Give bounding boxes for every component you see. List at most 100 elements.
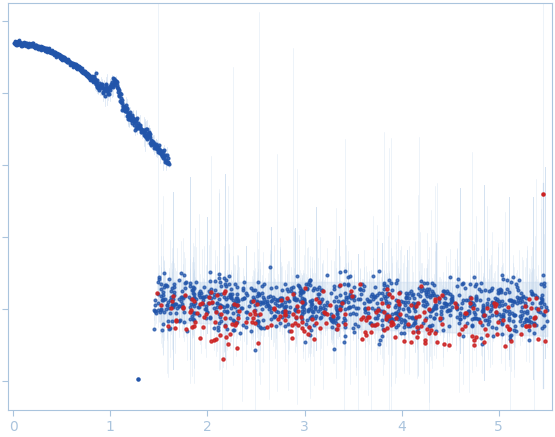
Point xyxy=(521,315,530,322)
Point xyxy=(506,297,514,304)
Point xyxy=(467,316,476,323)
Point xyxy=(430,305,439,312)
Point xyxy=(56,53,65,60)
Point xyxy=(165,310,174,317)
Point xyxy=(497,302,506,309)
Point xyxy=(344,281,353,288)
Point xyxy=(89,74,98,81)
Point xyxy=(160,159,169,166)
Point xyxy=(462,312,471,319)
Point xyxy=(46,48,55,55)
Point xyxy=(305,298,314,305)
Point xyxy=(415,292,424,299)
Point xyxy=(359,287,368,294)
Point xyxy=(290,289,299,296)
Point xyxy=(59,56,68,63)
Point xyxy=(186,307,195,314)
Point xyxy=(135,122,144,129)
Point xyxy=(380,285,388,292)
Point xyxy=(245,310,254,317)
Point xyxy=(108,75,117,82)
Point xyxy=(408,328,417,335)
Point xyxy=(48,47,57,54)
Point xyxy=(72,62,81,69)
Point xyxy=(92,76,101,83)
Point xyxy=(315,290,324,297)
Point xyxy=(362,313,371,320)
Point xyxy=(254,311,263,318)
Point xyxy=(161,281,170,288)
Point xyxy=(69,60,78,67)
Point xyxy=(414,312,423,319)
Point xyxy=(358,336,367,343)
Point xyxy=(532,294,541,301)
Point xyxy=(111,77,120,84)
Point xyxy=(380,309,389,316)
Point xyxy=(383,312,392,319)
Point xyxy=(516,313,524,320)
Point xyxy=(11,40,19,47)
Point xyxy=(67,60,75,67)
Point xyxy=(53,51,62,58)
Point xyxy=(221,315,230,322)
Point xyxy=(39,45,48,52)
Point xyxy=(418,319,427,326)
Point xyxy=(151,142,160,149)
Point xyxy=(49,49,58,56)
Point xyxy=(266,264,275,271)
Point xyxy=(17,40,26,47)
Point xyxy=(480,339,488,346)
Point xyxy=(232,302,241,309)
Point xyxy=(435,295,443,302)
Point xyxy=(139,127,148,134)
Point xyxy=(132,115,140,122)
Point xyxy=(403,298,412,305)
Point xyxy=(405,295,413,302)
Point xyxy=(241,289,250,296)
Point xyxy=(253,298,261,305)
Point xyxy=(157,149,165,156)
Point xyxy=(388,311,397,318)
Point xyxy=(157,301,165,308)
Point xyxy=(286,287,295,294)
Point xyxy=(79,67,88,74)
Point xyxy=(34,45,43,52)
Point xyxy=(23,41,32,48)
Point xyxy=(283,320,292,327)
Point xyxy=(288,335,297,342)
Point xyxy=(93,83,102,90)
Point xyxy=(213,292,221,299)
Point xyxy=(508,297,517,304)
Point xyxy=(536,308,544,315)
Point xyxy=(176,270,185,277)
Point xyxy=(396,330,405,337)
Point xyxy=(340,333,349,340)
Point xyxy=(488,298,497,305)
Point xyxy=(36,44,44,51)
Point xyxy=(430,282,439,289)
Point xyxy=(448,297,457,304)
Point xyxy=(98,89,107,96)
Point xyxy=(204,288,213,295)
Point xyxy=(26,42,34,49)
Point xyxy=(408,314,417,321)
Point xyxy=(385,291,393,298)
Point xyxy=(88,73,97,80)
Point xyxy=(72,63,80,70)
Point xyxy=(97,80,106,87)
Point xyxy=(438,292,447,299)
Point xyxy=(539,312,548,319)
Point xyxy=(77,67,86,74)
Point xyxy=(100,87,109,94)
Point xyxy=(161,296,170,303)
Point xyxy=(224,272,233,279)
Point xyxy=(298,311,307,318)
Point xyxy=(509,311,518,318)
Point xyxy=(53,50,62,57)
Point xyxy=(153,306,162,313)
Point xyxy=(334,314,342,321)
Point xyxy=(47,49,56,56)
Point xyxy=(188,286,196,293)
Point xyxy=(296,291,305,298)
Point xyxy=(210,290,219,297)
